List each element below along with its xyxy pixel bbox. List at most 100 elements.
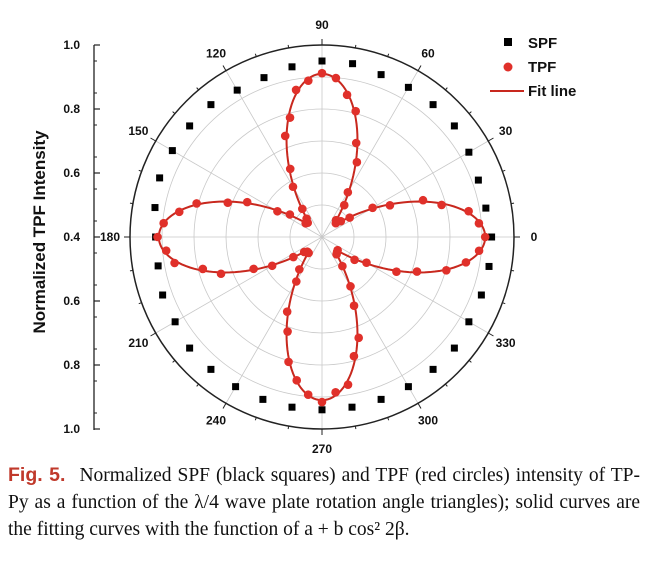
tpf-point [392,267,401,277]
tpf-point [288,182,298,192]
angle-tick-200 [138,302,142,305]
tpf-point [331,215,341,225]
tpf-point [223,198,233,208]
angle-label-240: 240 [206,414,226,428]
tpf-point [242,197,252,207]
angle-tick-210 [150,332,156,337]
angle-label-210: 210 [128,336,148,350]
spf-point [377,395,385,403]
tpf-point [352,157,362,167]
tpf-point [174,207,184,217]
spf-point [377,71,385,79]
tpf-point [339,200,349,210]
spf-point [349,60,357,68]
spf-point [207,365,215,373]
angle-tick-140 [172,111,176,114]
tpf-point [298,204,307,214]
radial-tick-label-2: 0.6 [63,166,80,180]
tpf-point [216,269,226,279]
angle-tick-100 [287,44,290,49]
spf-point [151,204,159,212]
tpf-point [267,261,277,271]
tpf-point [161,246,171,255]
angle-tick-330 [488,332,494,337]
radial-tick-label-1: 0.8 [63,102,80,116]
angle-tick-50 [445,87,448,91]
tpf-series [153,68,490,407]
spf-series [151,57,496,414]
angle-label-60: 60 [421,46,435,60]
spf-point [154,262,162,270]
tpf-point [333,245,342,255]
spf-point [404,83,412,91]
spf-point [477,291,485,299]
tpf-point [464,206,473,216]
angle-label-90: 90 [315,18,329,32]
spf-point [168,147,176,155]
grid-spoke-150 [155,140,323,238]
spf-point [318,57,326,65]
spf-point [482,204,490,212]
spf-point [186,122,194,130]
tpf-point [338,261,347,271]
angle-tick-20 [502,169,506,172]
spf-point [450,344,458,352]
tpf-point [280,131,290,141]
angle-tick-40 [468,111,472,114]
tpf-point [346,282,355,291]
spf-point [465,148,473,156]
legend-spf-label: SPF [528,35,557,52]
angle-tick-220 [172,360,176,363]
tpf-point [153,232,162,242]
angle-tick-60 [417,65,422,71]
tpf-point [317,68,327,78]
spf-point [404,383,412,391]
radial-tick-label-4: 0.6 [63,294,80,308]
tpf-point [442,266,451,275]
tpf-point [292,277,301,286]
angle-tick-170 [129,202,134,205]
polar-chart: Normalized TPF Intensity 0 30 60 90 120 150 18… [30,18,576,456]
spf-point [348,403,356,411]
angle-tick-labels: 0 30 60 90 120 150 180 210 240 270 300 330 [100,18,538,456]
angle-tick-300 [417,403,422,409]
tpf-point [273,206,282,216]
figure-caption: Fig. 5. Normalized SPF (black squares) an… [8,462,640,543]
spf-point [171,318,179,326]
tpf-point [249,264,258,274]
angle-label-0: 0 [531,230,538,244]
angle-tick-120 [222,65,227,71]
tpf-point [343,380,353,389]
radial-tick-label-0: 1.0 [63,38,80,52]
spf-point [259,395,267,403]
tpf-point [285,210,295,219]
spf-point [429,365,437,373]
tpf-point [418,195,428,205]
spf-point [485,262,493,270]
legend-spf-marker [504,38,512,46]
tpf-point [331,73,341,83]
tpf-point [368,203,377,213]
spf-point [232,383,240,391]
angle-tick-350 [510,269,515,272]
tpf-point [289,252,298,262]
angle-label-30: 30 [499,124,513,138]
y-axis [93,44,100,430]
y-axis-label: Normalized TPF Intensity [30,130,49,334]
tpf-point [331,388,340,397]
angle-tick-30 [488,137,494,142]
spf-point [465,318,473,326]
tpf-point [304,248,313,258]
angle-tick-160 [138,169,142,172]
angle-label-300: 300 [418,414,438,428]
angle-tick-190 [129,269,134,272]
tpf-point [303,390,313,399]
spf-point [156,174,164,182]
tpf-point [292,376,302,385]
angle-tick-290 [387,417,390,421]
tpf-point [304,76,313,85]
tpf-point [345,213,354,222]
tpf-point [437,200,446,210]
caption-text: Normalized SPF (black squares) and TPF (… [8,465,640,540]
tpf-point [461,258,471,267]
